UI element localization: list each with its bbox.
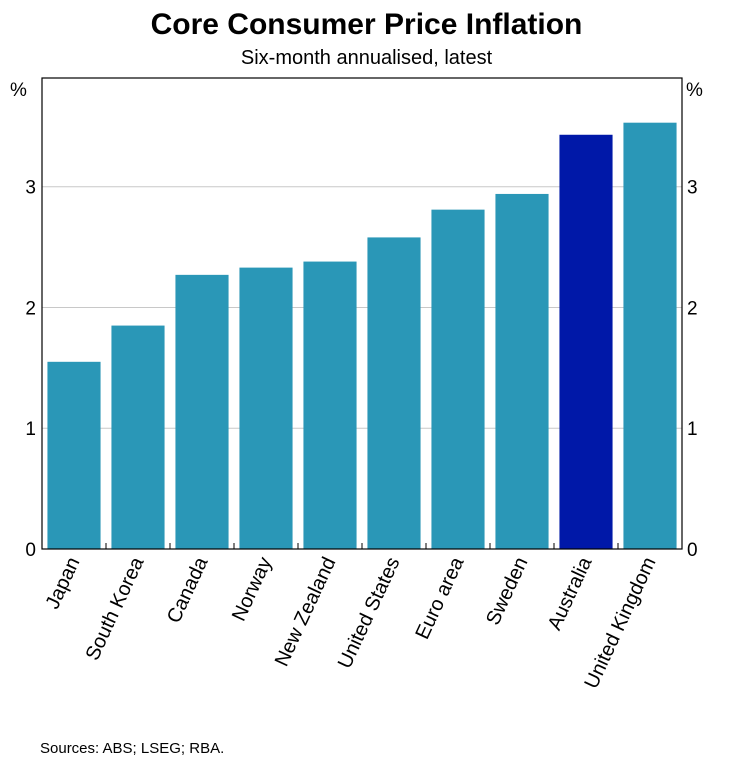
bar [367,237,421,549]
category-label: Australia [544,553,597,634]
category-label: South Korea [82,553,149,664]
y-tick-label-left: 3 [25,178,36,199]
bar [431,209,485,549]
bar-series [47,122,677,549]
category-label: Euro area [411,553,468,643]
category-label: Norway [228,554,277,625]
category-label: New Zealand [271,554,341,670]
source-note: Sources: ABS; LSEG; RBA. [40,740,225,757]
bar [175,274,229,549]
y-tick-label-right: 1 [687,419,698,440]
bar [303,261,357,549]
y-tick-label-left: 0 [25,540,36,561]
y-axis-unit-left: % [10,80,27,101]
y-tick-label-left: 2 [25,298,36,319]
y-tick-label-right: 2 [687,298,698,319]
bar [559,134,613,549]
chart-subtitle: Six-month annualised, latest [240,47,493,69]
bar [495,193,549,549]
category-label: United States [334,554,405,672]
y-tick-label-left: 1 [25,419,36,440]
category-label: Canada [163,553,213,627]
y-axis-unit-right: % [686,80,703,101]
bar [47,361,101,549]
category-label: United Kingdom [580,554,660,692]
bar [623,122,677,549]
category-label: Japan [42,554,85,613]
y-tick-label-right: 3 [687,178,698,199]
chart-title: Core Consumer Price Inflation [150,8,583,41]
y-axis-ticks: 0 0 1 1 2 2 3 3 [25,178,697,561]
y-tick-label-right: 0 [687,540,698,561]
bar [239,267,293,549]
plot-frame [41,77,683,550]
category-label: Sweden [482,554,532,629]
bar [111,325,165,549]
